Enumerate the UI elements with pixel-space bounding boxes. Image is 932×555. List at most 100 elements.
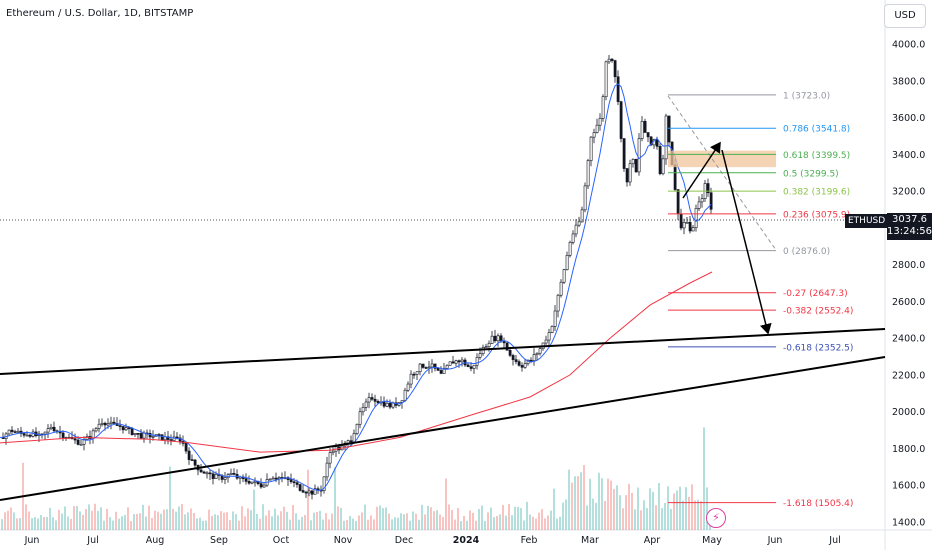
fib-level-label: 0.5 (3299.5) — [783, 169, 839, 179]
candle-body — [46, 428, 50, 433]
volume-bar — [409, 520, 411, 530]
volume-bar — [103, 520, 105, 530]
candle-body — [601, 96, 605, 119]
volume-bar — [427, 505, 429, 530]
candle-body — [646, 132, 650, 138]
candle-body — [628, 163, 632, 183]
volume-bar — [82, 514, 84, 530]
candle-body — [271, 477, 275, 480]
volume-bar — [292, 504, 294, 530]
currency-button[interactable]: USD — [884, 4, 926, 28]
x-tick-label: Jul — [828, 535, 840, 546]
candle-body — [139, 433, 143, 439]
volume-bar — [475, 520, 477, 530]
candle-body — [262, 484, 266, 488]
fib-level-label: -0.27 (2647.3) — [783, 289, 848, 299]
candle-body — [367, 397, 371, 403]
candle-body — [277, 477, 281, 479]
fib-level-label: 1 (3723.0) — [783, 91, 830, 101]
candle-body — [448, 361, 452, 366]
last-price-value: 3037.6 — [892, 214, 927, 225]
candle-body — [103, 422, 107, 426]
candle-body — [610, 58, 614, 61]
candle-body — [130, 427, 134, 435]
candle-body — [229, 473, 233, 475]
volume-bar — [184, 514, 186, 530]
volume-bar — [352, 518, 354, 530]
volume-bar — [592, 498, 594, 530]
candle-body — [580, 209, 584, 223]
volume-bar — [589, 478, 591, 530]
volume-bar — [286, 511, 288, 530]
volume-bar — [196, 518, 198, 530]
candle-body — [535, 352, 539, 355]
candle-body — [73, 438, 77, 441]
candle-body — [352, 433, 356, 443]
candle-body — [643, 120, 647, 133]
volume-bar — [7, 510, 9, 530]
volume-bar — [148, 505, 150, 530]
volume-bar — [637, 487, 639, 530]
x-tick-label: Apr — [644, 535, 661, 546]
candle-body — [700, 198, 704, 203]
volume-bar — [580, 472, 582, 530]
candle-body — [547, 332, 551, 341]
volume-bar — [139, 513, 141, 530]
candle-body — [382, 401, 386, 407]
volume-bar — [280, 511, 282, 530]
volume-bar — [136, 513, 138, 530]
candle-body — [478, 353, 482, 358]
candle-body — [622, 138, 626, 169]
projection-arrow-down — [721, 149, 772, 335]
candle-body — [655, 139, 659, 147]
volume-bar — [319, 510, 321, 530]
candle-body — [697, 201, 701, 209]
volume-bar — [640, 510, 642, 530]
volume-bar — [412, 511, 414, 530]
volume-bar — [55, 520, 57, 530]
volume-bar — [541, 509, 543, 530]
volume-bar — [610, 480, 612, 530]
volume-bar — [277, 515, 279, 530]
volume-bar — [4, 512, 6, 530]
candle-body — [76, 439, 80, 445]
candle-body — [16, 430, 20, 433]
volume-bar — [550, 510, 552, 530]
volume-bar — [283, 506, 285, 530]
volume-bar — [697, 499, 699, 530]
volume-bar — [316, 512, 318, 530]
volume-bar — [454, 519, 456, 530]
candle-body — [295, 482, 299, 485]
candle-body — [370, 397, 374, 400]
volume-bar — [523, 520, 525, 530]
volume-bar — [604, 500, 606, 530]
candle-body — [409, 373, 413, 385]
volume-bar — [508, 503, 510, 530]
bar-countdown: 13:24:56 — [887, 226, 932, 237]
candle-body — [190, 459, 194, 461]
candle-body — [193, 459, 197, 466]
candle-body — [520, 365, 524, 368]
volume-bar — [397, 517, 399, 530]
candle-body — [106, 423, 110, 426]
candle-body — [475, 357, 479, 366]
volume-bar — [16, 518, 18, 530]
y-tick-label: 3800.0 — [892, 76, 925, 87]
volume-bar — [262, 504, 264, 530]
x-tick-label: Oct — [273, 535, 290, 546]
candle-body — [250, 481, 254, 484]
volume-bar — [34, 517, 36, 530]
volume-bar — [178, 506, 180, 530]
volume-bar — [583, 465, 585, 530]
volume-bar — [628, 483, 630, 530]
y-tick-label: 4000.0 — [892, 40, 925, 51]
volume-bar — [451, 510, 453, 530]
candle-body — [451, 361, 455, 364]
flash-icon[interactable]: ⚡ — [706, 508, 726, 528]
candle-body — [427, 366, 431, 369]
candle-body — [634, 159, 638, 173]
y-tick-label: 1800.0 — [892, 444, 925, 455]
candle-body — [175, 436, 179, 439]
